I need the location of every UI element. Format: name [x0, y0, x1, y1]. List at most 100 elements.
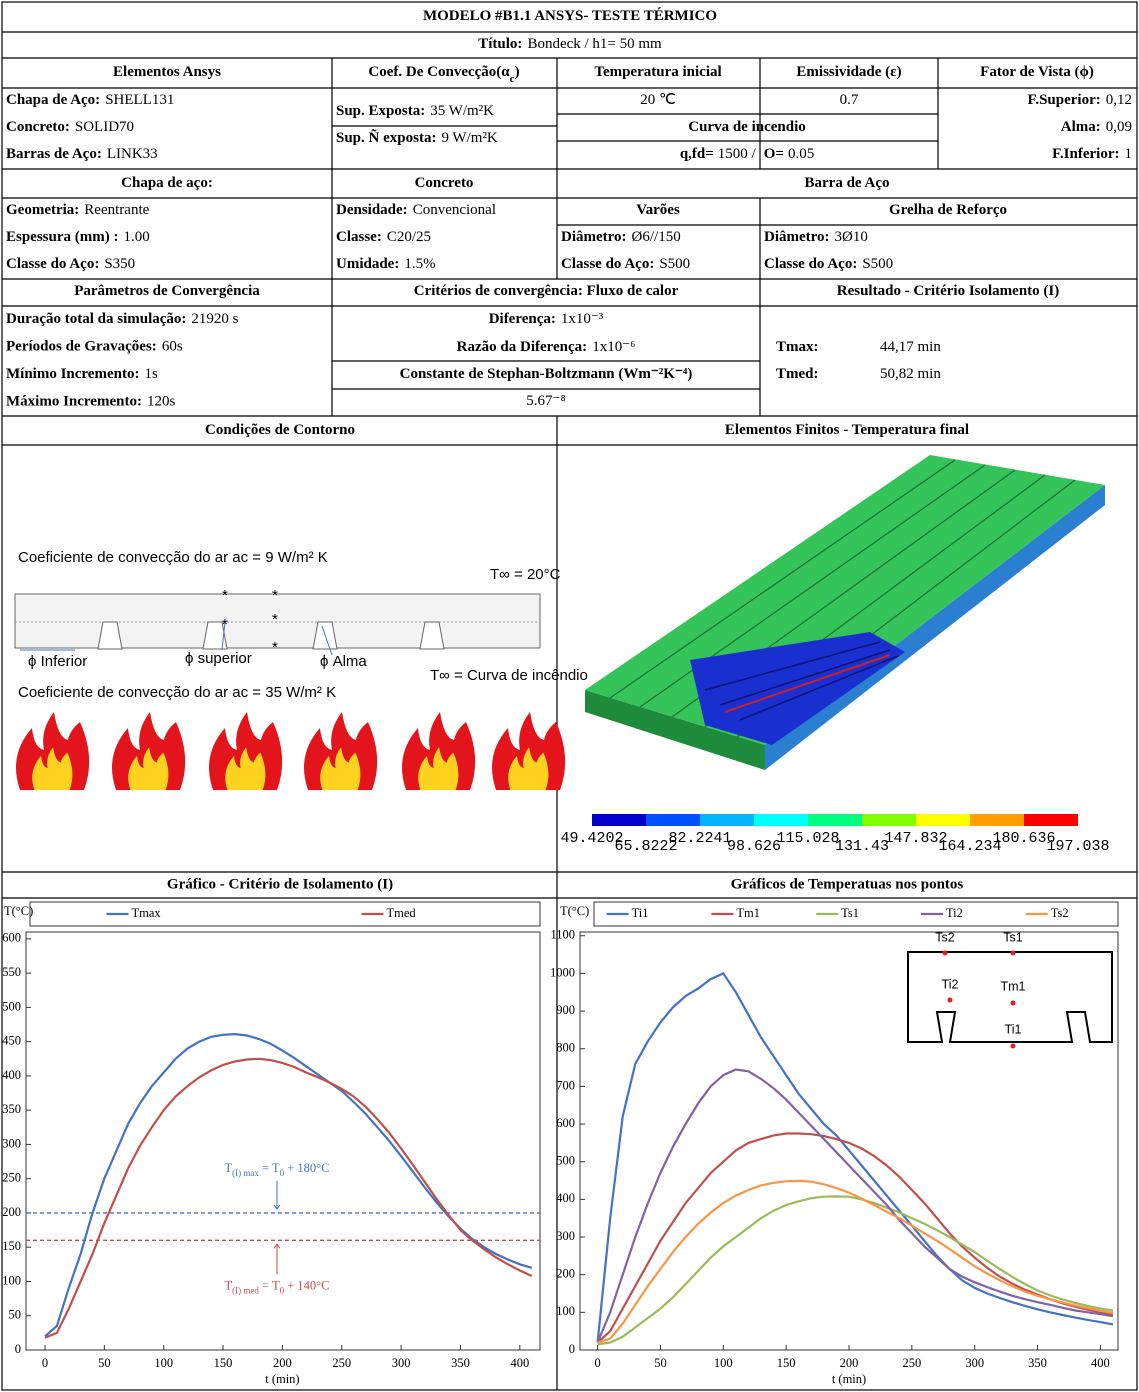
boundary-figure: * * * * *: [14, 587, 541, 656]
label: Diâmetro:: [561, 229, 627, 245]
header: Resultado - Critério Isolamento (I): [837, 283, 1059, 299]
colorbar-segment: [700, 814, 754, 826]
flame-core: [128, 747, 169, 790]
label: Tmed:: [776, 366, 819, 382]
label: Diferença:: [489, 311, 556, 327]
y-tick-label: 100: [2, 1273, 21, 1287]
cell-text: Barras de Aço: LINK33: [6, 146, 158, 162]
point-marker: *: [272, 639, 278, 656]
x-tick-label: 50: [654, 1356, 667, 1370]
y-tick-label: 550: [2, 965, 21, 979]
annotation-part: T: [225, 1278, 233, 1292]
colorbar-segment: [1024, 814, 1078, 826]
label: Umidade:: [336, 256, 399, 272]
cell-text: Chapa de Aço: SHELL131: [6, 92, 174, 108]
x-tick-label: 100: [714, 1356, 733, 1370]
header: Chapa de aço:: [121, 175, 213, 191]
label: q,fd=: [680, 146, 714, 162]
value: 1s: [144, 366, 158, 382]
cell-text: Classe: C20/25: [336, 229, 431, 245]
annotation: T(I) max = T0 + 180°C: [225, 1161, 330, 1178]
annotation: T(I) med = T0 + 140°C: [225, 1278, 330, 1295]
y-tick-label: 700: [556, 1078, 575, 1092]
header: Parâmetros de Convergência: [74, 283, 260, 299]
inset-point: [947, 997, 953, 1003]
label: Concreto: [415, 175, 474, 191]
y-tick-label: 500: [2, 999, 21, 1013]
chart-title: Gráfico - Critério de Isolamento (I): [167, 876, 393, 892]
colorbar-segment: [862, 814, 916, 826]
x-tick-label: 350: [451, 1356, 470, 1370]
series-line: [596, 1132, 1114, 1344]
x-tick-label: 0: [594, 1356, 600, 1370]
y-tick-label: 600: [556, 1116, 575, 1130]
cell-text: Classe do Aço: S500: [764, 256, 893, 272]
result-label: Tmed:: [776, 366, 819, 382]
value: LINK33: [107, 146, 158, 162]
y-tick-label: 900: [556, 1003, 575, 1017]
cell-text: Sup. Ñ exposta: 9 W/m²K: [336, 128, 498, 146]
value: 1x10⁻⁶: [592, 339, 635, 355]
header: Elementos Ansys: [113, 64, 221, 80]
label: Parâmetros de Convergência: [74, 283, 260, 299]
x-tick-label: 400: [510, 1356, 529, 1370]
cell-text: Duração total da simulação: 21920 s: [6, 311, 239, 327]
label: Sup. Ñ exposta:: [336, 128, 436, 146]
result-value: 44,17 min: [880, 339, 941, 355]
label: MODELO #B1.1 ANSYS- TESTE TÉRMICO: [423, 7, 717, 24]
y-tick-label: 400: [2, 1068, 21, 1082]
colorbar-segment: [646, 814, 700, 826]
label: O=: [764, 146, 784, 162]
rib-void: [419, 621, 445, 650]
label: Classe:: [336, 229, 382, 245]
label: Constante de Stephan-Boltzmann (Wm⁻²K⁻⁴): [400, 366, 693, 382]
cell-text: Mínimo Incremento: 1s: [6, 366, 158, 382]
series-line: [44, 1057, 533, 1339]
label: Períodos de Gravações:: [6, 339, 157, 355]
y-tick-label: 450: [2, 1034, 21, 1048]
label: Máximo Incremento:: [6, 394, 142, 410]
value: 1.00: [124, 229, 150, 245]
cell-text: Alma: 0,09: [1061, 119, 1132, 135]
cell-text: q,fd= 1500 / O= 0.05: [680, 146, 814, 162]
label: c: [510, 73, 515, 85]
x-axis-label: t (min): [265, 1372, 299, 1386]
point-marker: *: [272, 611, 278, 628]
y-tick-label: 350: [2, 1102, 21, 1116]
label: Critérios de convergência: Fluxo de calo…: [414, 283, 679, 299]
cell-text: F.Superior: 0,12: [1028, 92, 1132, 108]
figure-label: T∞ = Curva de incêndio: [430, 667, 588, 684]
y-tick-label: 250: [2, 1171, 21, 1185]
pointer: [321, 625, 333, 656]
inset-point: [942, 950, 948, 956]
inset-label: Ts2: [935, 930, 955, 944]
cell-text: Períodos de Gravações: 60s: [6, 339, 183, 355]
cell-text: Umidade: 1.5%: [336, 256, 436, 272]
x-tick-label: 300: [965, 1356, 984, 1370]
cell-text: Diferença: 1x10⁻³: [489, 311, 604, 327]
annotation-part: (I) med: [232, 1285, 259, 1295]
x-tick-label: 100: [154, 1356, 173, 1370]
value: 9 W/m²K: [441, 130, 497, 146]
label: Elementos Ansys: [113, 64, 221, 80]
cell-text: Curva de incendio: [688, 119, 806, 135]
colorbar-segment: [970, 814, 1024, 826]
cell-text: 5.67⁻⁸: [526, 393, 565, 409]
cell-text: Classe do Aço: S500: [561, 256, 690, 272]
colorbar-label: 180.636: [992, 830, 1055, 847]
y-tick-label: 1100: [550, 928, 575, 942]
value: SOLID70: [75, 119, 134, 135]
figure-label: ϕ superior: [185, 650, 252, 667]
chart: T(°C)t (min)0100200300400500600700800900…: [550, 901, 1119, 1386]
label: Razão da Diferença:: [457, 339, 588, 355]
annotation-part: T: [225, 1161, 233, 1175]
x-tick-label: 150: [777, 1356, 796, 1370]
value: Reentrante: [84, 202, 149, 218]
header: Concreto: [415, 175, 474, 191]
y-tick-label: 200: [556, 1267, 575, 1281]
y-tick-label: 1000: [550, 965, 575, 979]
legend-box: [593, 901, 1119, 927]
header: Temperatura inicial: [594, 64, 721, 80]
x-tick-label: 350: [1028, 1356, 1047, 1370]
